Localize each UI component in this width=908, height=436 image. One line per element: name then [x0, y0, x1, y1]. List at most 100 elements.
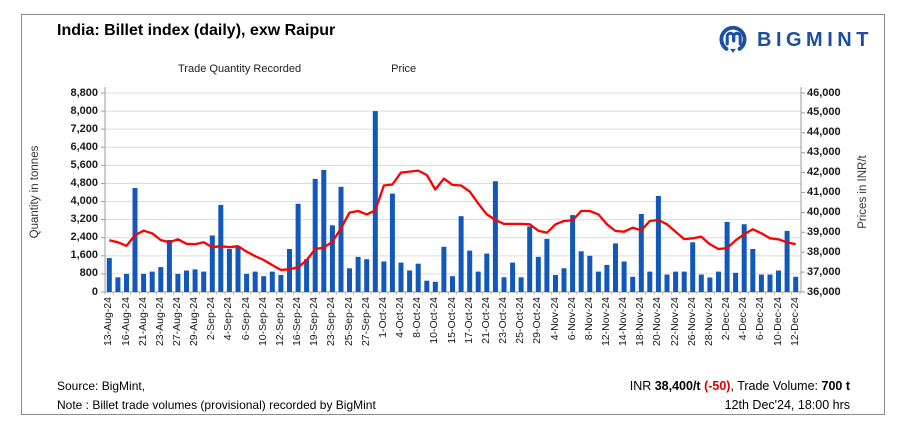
- legend-item-price: Price: [357, 63, 416, 75]
- trade-quantity-bar: [432, 281, 438, 292]
- x-axis-label: 12-Dec-24: [788, 297, 801, 347]
- trade-quantity-bar: [484, 253, 490, 292]
- source-text: Source: BigMint,: [57, 379, 146, 393]
- left-axis-title: Quantity in tonnes: [29, 145, 41, 239]
- price-line: [109, 169, 796, 272]
- trade-quantity-bar: [278, 275, 284, 292]
- left-axis-tick-label: 4,000: [70, 195, 98, 207]
- trade-quantity-bar: [630, 276, 636, 292]
- trade-quantity-bar: [124, 273, 129, 292]
- right-axis-tick-label: 44,000: [807, 126, 841, 139]
- right-axis-tick-label: 45,000: [807, 106, 841, 119]
- trade-quantity-bar: [398, 262, 404, 292]
- x-axis-label: 27-Sep-24: [359, 297, 372, 347]
- trade-quantity-bar: [492, 181, 498, 292]
- trade-quantity-bar: [767, 274, 773, 292]
- x-axis-label: 10-Oct-24: [428, 297, 441, 344]
- x-axis-label: 21-Oct-24: [479, 297, 492, 344]
- trade-quantity-bar: [724, 221, 730, 292]
- trade-quantity-bar: [415, 263, 421, 292]
- trade-quantity-bar: [664, 274, 670, 292]
- right-axis-tick-label: 41,000: [807, 186, 841, 198]
- x-axis-label: 4-Nov-24: [548, 297, 561, 341]
- x-axis-label: 6-Sep-24: [239, 297, 252, 341]
- x-axis-label: 4-Sep-24: [222, 297, 235, 341]
- trade-quantity-bar: [733, 272, 739, 292]
- trade-quantity-bar: [518, 277, 524, 292]
- x-axis-label: 6-Dec-24: [754, 297, 767, 341]
- trade-quantity-bar: [621, 261, 627, 292]
- trade-quantity-bar: [106, 258, 112, 292]
- x-axis-label: 25-Sep-24: [342, 297, 355, 347]
- x-axis-label: 21-Aug-24: [136, 297, 149, 347]
- price-prefix: INR: [629, 379, 655, 393]
- left-axis-tick-label: 2,400: [70, 231, 98, 244]
- legend-item-trade-quantity: Trade Quantity Recorded: [150, 63, 301, 75]
- left-axis-tick-label: 8,800: [70, 86, 98, 99]
- trade-quantity-bar: [321, 169, 327, 292]
- trade-quantity-bar: [595, 271, 601, 292]
- x-axis-label: 14-Nov-24: [617, 297, 630, 347]
- trade-quantity-bar: [261, 276, 267, 292]
- trade-quantity-bar: [141, 273, 147, 292]
- left-axis-tick-label: 1,600: [70, 249, 98, 262]
- trade-quantity-bar: [681, 271, 687, 292]
- trade-quantity-bar: [364, 259, 370, 292]
- x-axis-label: 22-Nov-24: [668, 297, 681, 347]
- trade-quantity-bar: [475, 271, 481, 292]
- trade-quantity-bar: [527, 226, 533, 292]
- trade-quantity-bar: [784, 230, 790, 292]
- x-axis-label: 19-Sep-24: [308, 297, 321, 347]
- left-axis-tick-label: 5,600: [70, 158, 98, 171]
- trade-quantity-bar: [209, 235, 215, 292]
- bigmint-logo-text: BIGMINT: [757, 28, 873, 51]
- trade-quantity-bar: [690, 242, 696, 293]
- trade-quantity-bar: [776, 270, 781, 292]
- x-axis-label: 29-Oct-24: [531, 297, 544, 344]
- trade-quantity-bar: [304, 259, 310, 292]
- right-axis-tick-label: 37,000: [807, 265, 841, 278]
- trade-quantity-bar: [372, 111, 378, 292]
- footer-price-summary: INR 38,400/t (-50), Trade Volume: 700 t …: [450, 377, 850, 415]
- note-text: Note : Billet trade volumes (provisional…: [57, 398, 376, 412]
- x-axis-label: 28-Nov-24: [702, 297, 715, 347]
- x-axis-label: 20-Nov-24: [651, 297, 664, 347]
- trade-quantity-bar: [561, 268, 567, 292]
- trade-quantity-bar: [312, 178, 318, 292]
- trade-quantity-bar: [355, 256, 361, 292]
- trade-quantity-bar: [329, 225, 335, 292]
- x-axis-label: 2-Sep-24: [205, 297, 218, 341]
- trade-quantity-bar: [587, 255, 593, 292]
- trade-quantity-bar: [458, 216, 464, 292]
- trade-quantity-bar: [244, 273, 250, 292]
- trade-quantity-bar: [201, 271, 207, 292]
- trade-quantity-bar: [613, 243, 618, 292]
- left-axis-tick-label: 4,800: [70, 177, 98, 189]
- trade-volume-value: 700 t: [821, 379, 851, 393]
- trade-quantity-bar: [218, 204, 224, 292]
- trade-quantity-bar: [287, 249, 292, 292]
- left-axis-tick-label: 8,000: [70, 104, 98, 117]
- trade-quantity-bar: [698, 274, 704, 292]
- trade-quantity-bar: [544, 238, 550, 292]
- x-axis-label: 4-Dec-24: [737, 297, 750, 341]
- x-axis-label: 1-Oct-24: [376, 297, 389, 338]
- trade-quantity-bar: [604, 264, 610, 292]
- x-axis-label: 17-Oct-24: [462, 297, 475, 344]
- trade-quantity-bar: [467, 250, 473, 292]
- x-axis-label: 25-Oct-24: [514, 297, 527, 344]
- trade-quantity-bar: [535, 256, 541, 292]
- trade-quantity-bar: [553, 275, 558, 292]
- trade-quantity-bar: [338, 186, 344, 292]
- x-axis-label: 23-Oct-24: [497, 297, 509, 344]
- trade-volume-label: , Trade Volume:: [730, 379, 822, 393]
- footer-source-note: Source: BigMint, Note : Billet trade vol…: [57, 377, 376, 415]
- price-value: 38,400/t: [654, 379, 701, 393]
- timestamp: 12th Dec'24, 18:00 hrs: [724, 398, 850, 412]
- trade-quantity-bar: [638, 214, 644, 292]
- trade-quantity-bar: [793, 276, 799, 292]
- left-axis-tick-label: 7,200: [70, 122, 98, 135]
- trade-quantity-bar: [184, 270, 189, 292]
- legend-label: Price: [391, 63, 417, 75]
